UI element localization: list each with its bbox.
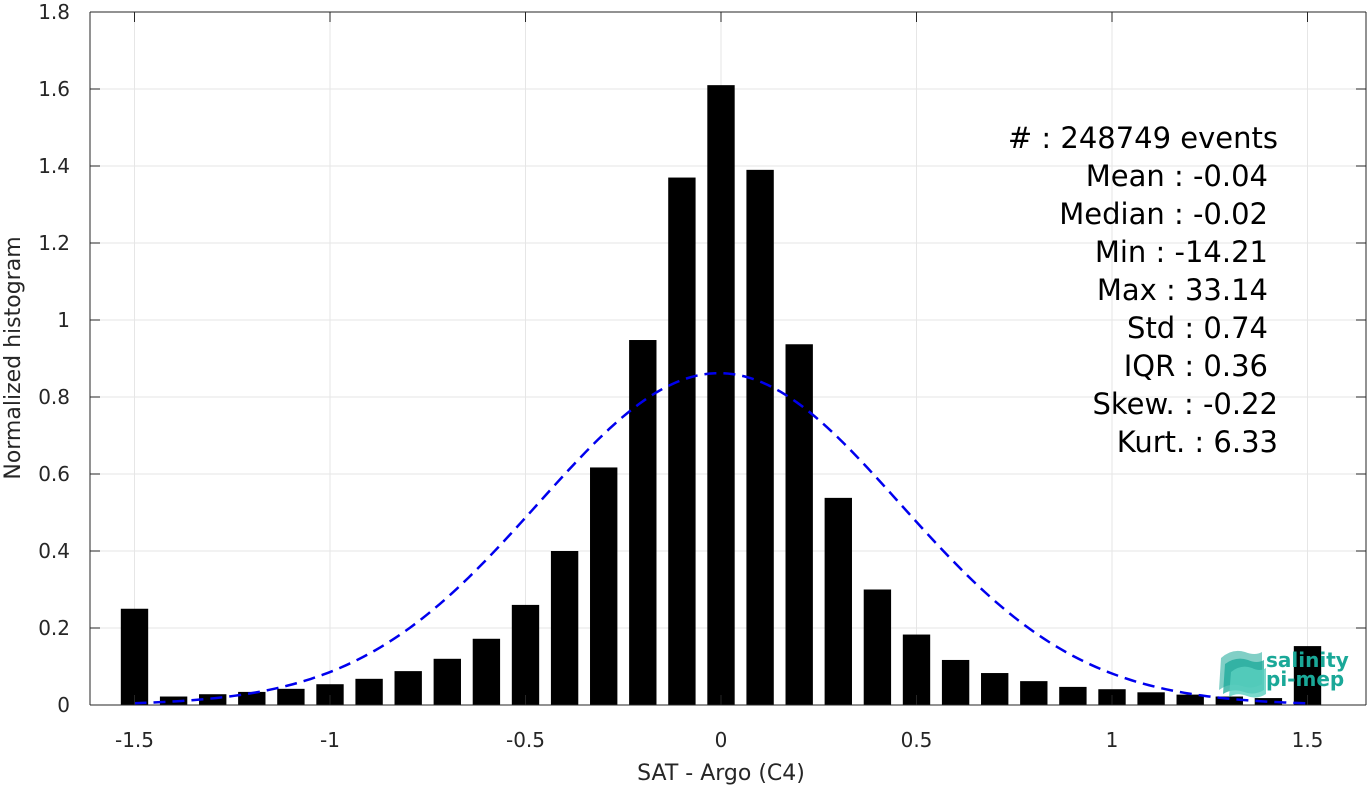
histogram-bar: [824, 497, 852, 705]
histogram-bar: [277, 688, 305, 705]
histogram-bar: [472, 638, 501, 705]
histogram-bars: [120, 85, 1322, 706]
histogram-bar: [238, 691, 266, 705]
histogram-bar: [590, 467, 618, 705]
stats-line: Max : 33.14: [1097, 273, 1268, 307]
y-tick-label: 0.8: [38, 385, 70, 409]
x-tick-label: 0.5: [901, 728, 933, 752]
stats-line: Skew. : -0.22: [1092, 387, 1278, 421]
y-tick-labels: 0 0.2 0.4 0.6 0.8 1 1.2 1.4 1.6 1.8: [38, 0, 70, 717]
histogram-bar: [1176, 694, 1204, 705]
histogram-bar: [863, 589, 892, 705]
histogram-bar: [316, 684, 344, 705]
histogram-bar: [1215, 696, 1243, 705]
stats-annotation: # : 248749 events Mean : -0.04 Median : -0…: [1008, 121, 1278, 459]
stats-line: Mean : -0.04: [1086, 159, 1268, 193]
stats-line: Kurt. : 6.33: [1117, 425, 1278, 459]
stats-line: IQR : 0.36: [1124, 349, 1268, 383]
y-axis-label: Normalized histogram: [1, 236, 26, 479]
y-tick-label: 1.2: [38, 231, 70, 255]
stats-line: Min : -14.21: [1095, 235, 1268, 269]
histogram-bar: [785, 344, 813, 705]
stats-line: Median : -0.02: [1059, 197, 1268, 231]
y-tick-label: 0.2: [38, 616, 70, 640]
histogram-bar: [707, 85, 735, 705]
stats-line: # : 248749 events: [1008, 121, 1278, 155]
x-tick-labels: -1.5 -1 -0.5 0 0.5 1 1.5: [115, 728, 1323, 752]
y-tick-label: 0.4: [38, 539, 70, 563]
logo-text-line1: salinity: [1266, 648, 1349, 672]
y-tick-label: 1.6: [38, 77, 70, 101]
histogram-bar: [1020, 681, 1048, 705]
histogram-bar: [433, 658, 461, 705]
axes: [89, 11, 1367, 706]
x-tick-label: 1.5: [1292, 728, 1324, 752]
x-tick-label: 0: [715, 728, 728, 752]
histogram-bar: [746, 169, 774, 706]
y-tick-label: 0: [57, 693, 70, 717]
y-tick-label: 1.4: [38, 154, 70, 178]
histogram-bar: [394, 671, 422, 705]
histogram-bar: [1254, 698, 1283, 705]
y-tick-label: 0.6: [38, 462, 70, 486]
histogram-bar: [941, 659, 970, 705]
x-axis-label: SAT - Argo (C4): [637, 761, 805, 786]
logo-text-line2: pi-mep: [1266, 667, 1344, 691]
y-tick-label: 1.8: [38, 0, 70, 24]
x-tick-label: 1: [1106, 728, 1119, 752]
histogram-bar: [1059, 686, 1087, 705]
wave-logo-icon: [1219, 650, 1266, 698]
histogram-bar: [550, 551, 579, 705]
x-tick-label: -1.5: [115, 728, 154, 752]
tick-marks: [90, 11, 1366, 706]
histogram-bar: [355, 678, 383, 705]
gaussian-fit-curve: [134, 371, 1308, 705]
salinity-pi-mep-logo: salinity pi-mep: [1219, 648, 1349, 698]
histogram-bar: [511, 604, 540, 705]
histogram-bar: [1137, 692, 1165, 705]
x-tick-label: -1: [320, 728, 340, 752]
histogram-bar: [668, 177, 696, 706]
y-tick-label: 1: [57, 308, 70, 332]
histogram-bar: [120, 608, 149, 705]
x-tick-label: -0.5: [506, 728, 545, 752]
stats-line: Std : 0.74: [1127, 311, 1268, 345]
histogram-bar: [981, 673, 1009, 705]
histogram-bar: [902, 634, 931, 705]
